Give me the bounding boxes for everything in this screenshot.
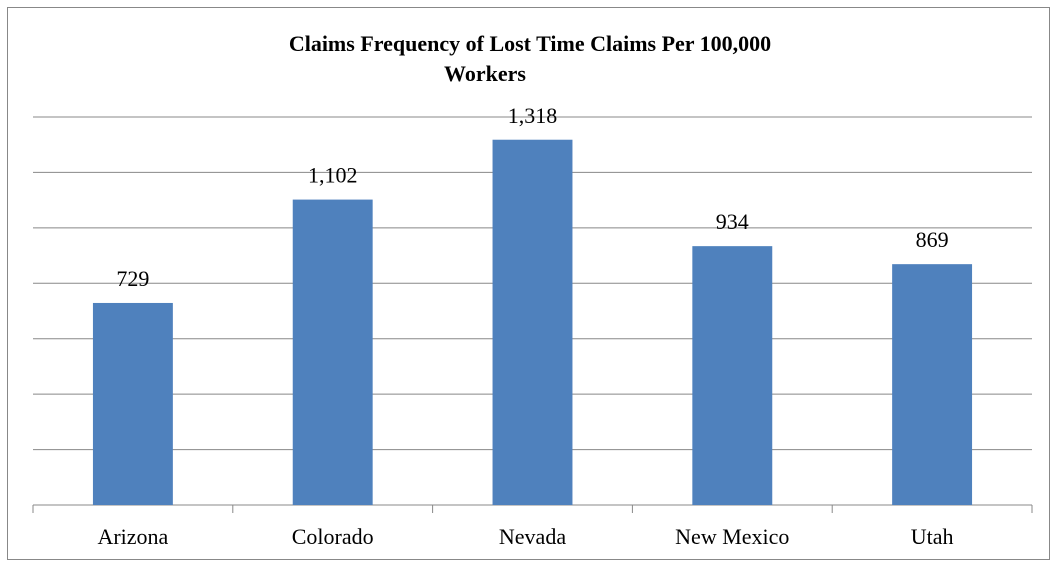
x-tick-label: Colorado	[292, 524, 374, 549]
data-label: 1,318	[508, 103, 558, 128]
x-tick-label: Arizona	[97, 524, 168, 549]
data-label: 934	[716, 209, 749, 234]
bar	[92, 302, 173, 505]
x-tick-label: Nevada	[499, 524, 566, 549]
chart-title: Workers	[444, 61, 526, 86]
x-tick-label: Utah	[911, 524, 954, 549]
bar	[492, 139, 573, 505]
x-tick-label: New Mexico	[675, 524, 789, 549]
data-label: 869	[916, 227, 949, 252]
data-label: 729	[116, 266, 149, 291]
data-label: 1,102	[308, 163, 358, 188]
chart-title: Claims Frequency of Lost Time Claims Per…	[289, 31, 771, 56]
bar	[292, 199, 373, 506]
bar	[692, 246, 773, 506]
bar	[892, 264, 973, 505]
